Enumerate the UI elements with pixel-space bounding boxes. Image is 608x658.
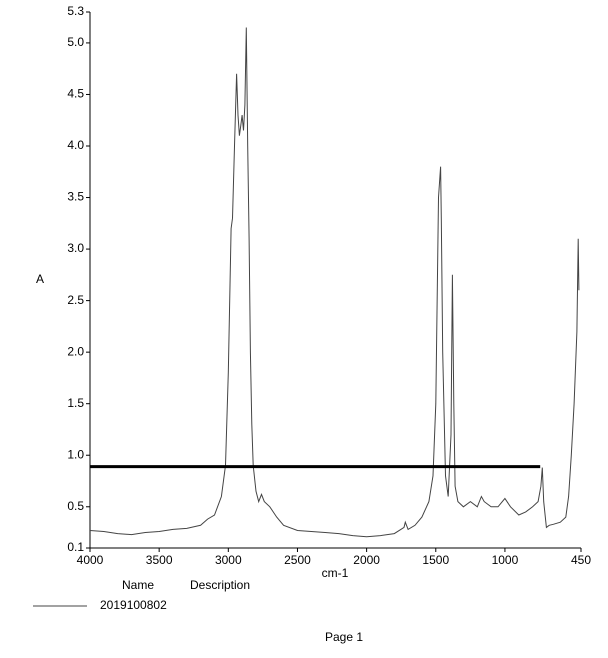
spectrum-line [89, 27, 580, 538]
y-axis-label: A [36, 272, 44, 286]
x-tick-label: 3500 [146, 553, 173, 567]
y-tick-label: 2.0 [67, 344, 84, 358]
x-tick-label: 4000 [77, 553, 104, 567]
legend-header: Name [122, 578, 154, 592]
legend-header: Description [190, 578, 250, 592]
footer: Page 1 [325, 630, 363, 644]
x-tick-label: 1000 [492, 553, 519, 567]
y-tick-label: 3.0 [67, 241, 84, 255]
y-tick-label: 5.0 [67, 35, 84, 49]
y-tick-label: 0.1 [67, 540, 84, 554]
y-tick-label: 4.0 [67, 138, 84, 152]
x-tick-label: 2000 [353, 553, 380, 567]
y-tick-label: 2.5 [67, 293, 84, 307]
x-tick-label: 3000 [215, 553, 242, 567]
x-tick-label: 2500 [284, 553, 311, 567]
x-tick-label: 450 [571, 553, 591, 567]
y-tick-label: 3.5 [67, 190, 84, 204]
x-tick-label: 1500 [422, 553, 449, 567]
legend-label: 2019100802 [100, 598, 167, 612]
x-axis-label: cm-1 [322, 566, 349, 580]
y-tick-label: 1.5 [67, 396, 84, 410]
y-tick-label: 0.5 [67, 499, 84, 513]
y-tick-label: 4.5 [67, 87, 84, 101]
y-tick-label: 1.0 [67, 447, 84, 461]
y-tick-label: 5.3 [67, 4, 84, 18]
